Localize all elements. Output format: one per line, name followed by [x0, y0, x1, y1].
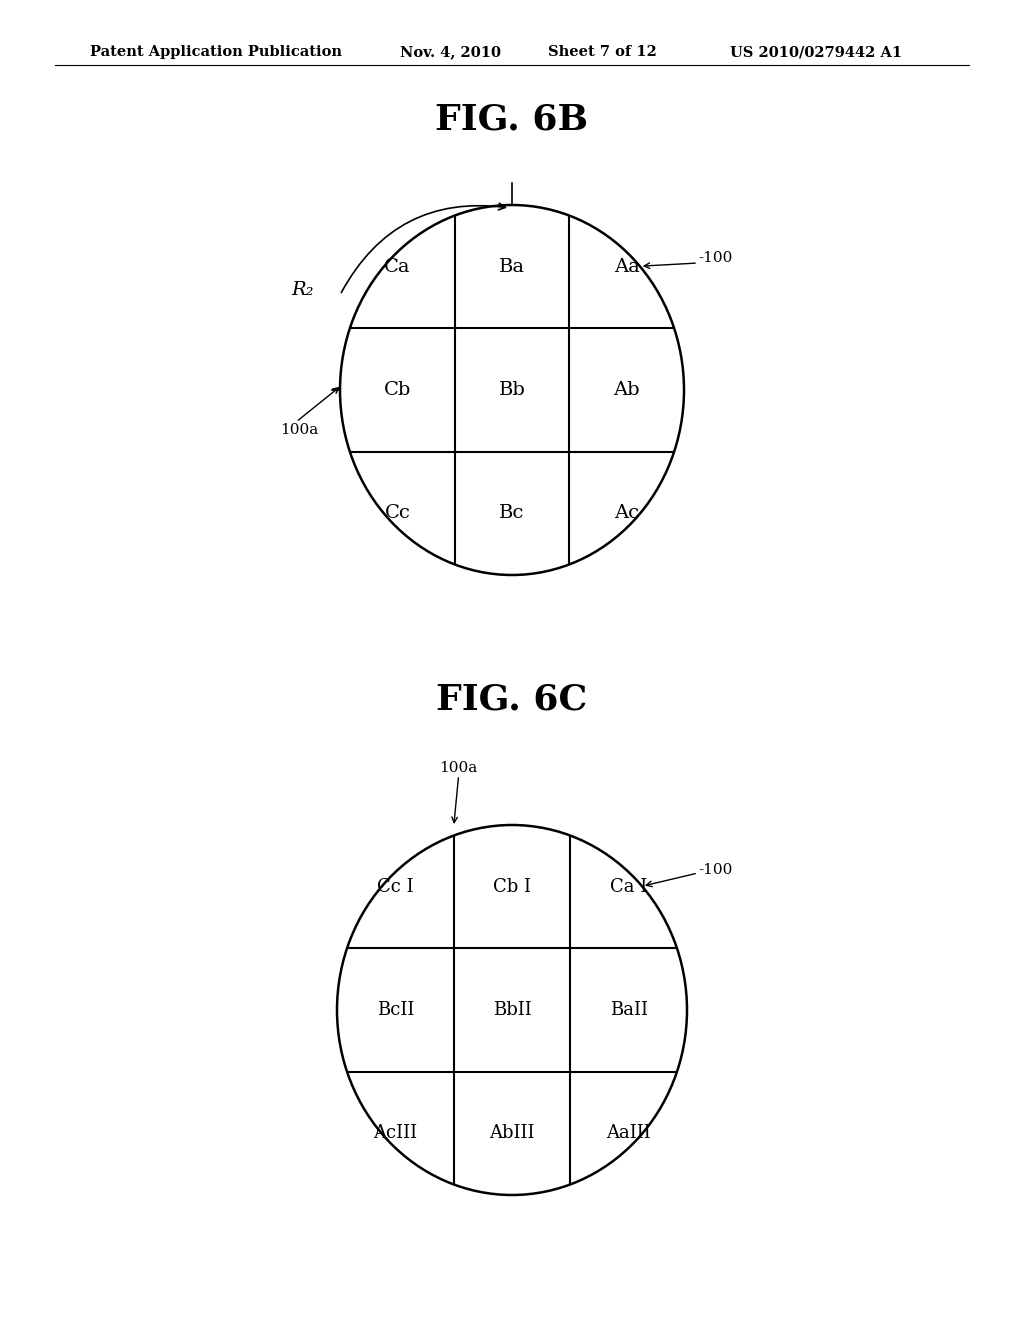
Text: Cc: Cc	[384, 504, 411, 523]
Text: AaIII: AaIII	[606, 1125, 651, 1142]
Text: US 2010/0279442 A1: US 2010/0279442 A1	[730, 45, 902, 59]
Text: Aa: Aa	[613, 257, 640, 276]
Text: Cb: Cb	[384, 381, 411, 399]
Text: 100a: 100a	[280, 422, 318, 437]
Text: FIG. 6B: FIG. 6B	[435, 103, 589, 137]
Text: AbIII: AbIII	[489, 1125, 535, 1142]
Text: BaII: BaII	[609, 1001, 647, 1019]
Text: BbII: BbII	[493, 1001, 531, 1019]
Text: Ba: Ba	[499, 257, 525, 276]
FancyArrowPatch shape	[341, 203, 506, 293]
Text: Ab: Ab	[613, 381, 640, 399]
Text: 100a: 100a	[439, 762, 478, 775]
Text: Ac: Ac	[614, 504, 639, 523]
Text: -100: -100	[698, 251, 732, 265]
Text: Nov. 4, 2010: Nov. 4, 2010	[400, 45, 501, 59]
Text: R₂: R₂	[292, 281, 314, 300]
Text: Cb I: Cb I	[493, 878, 531, 896]
Text: Sheet 7 of 12: Sheet 7 of 12	[548, 45, 656, 59]
Text: Cc I: Cc I	[377, 878, 414, 896]
Text: BcII: BcII	[377, 1001, 414, 1019]
Text: Patent Application Publication: Patent Application Publication	[90, 45, 342, 59]
Text: FIG. 6C: FIG. 6C	[436, 682, 588, 717]
Text: Bc: Bc	[500, 504, 524, 523]
Text: AcIII: AcIII	[374, 1125, 418, 1142]
Text: -100: -100	[698, 863, 732, 876]
Text: Ca I: Ca I	[610, 878, 647, 896]
Text: Bb: Bb	[499, 381, 525, 399]
Text: Ca: Ca	[384, 257, 411, 276]
